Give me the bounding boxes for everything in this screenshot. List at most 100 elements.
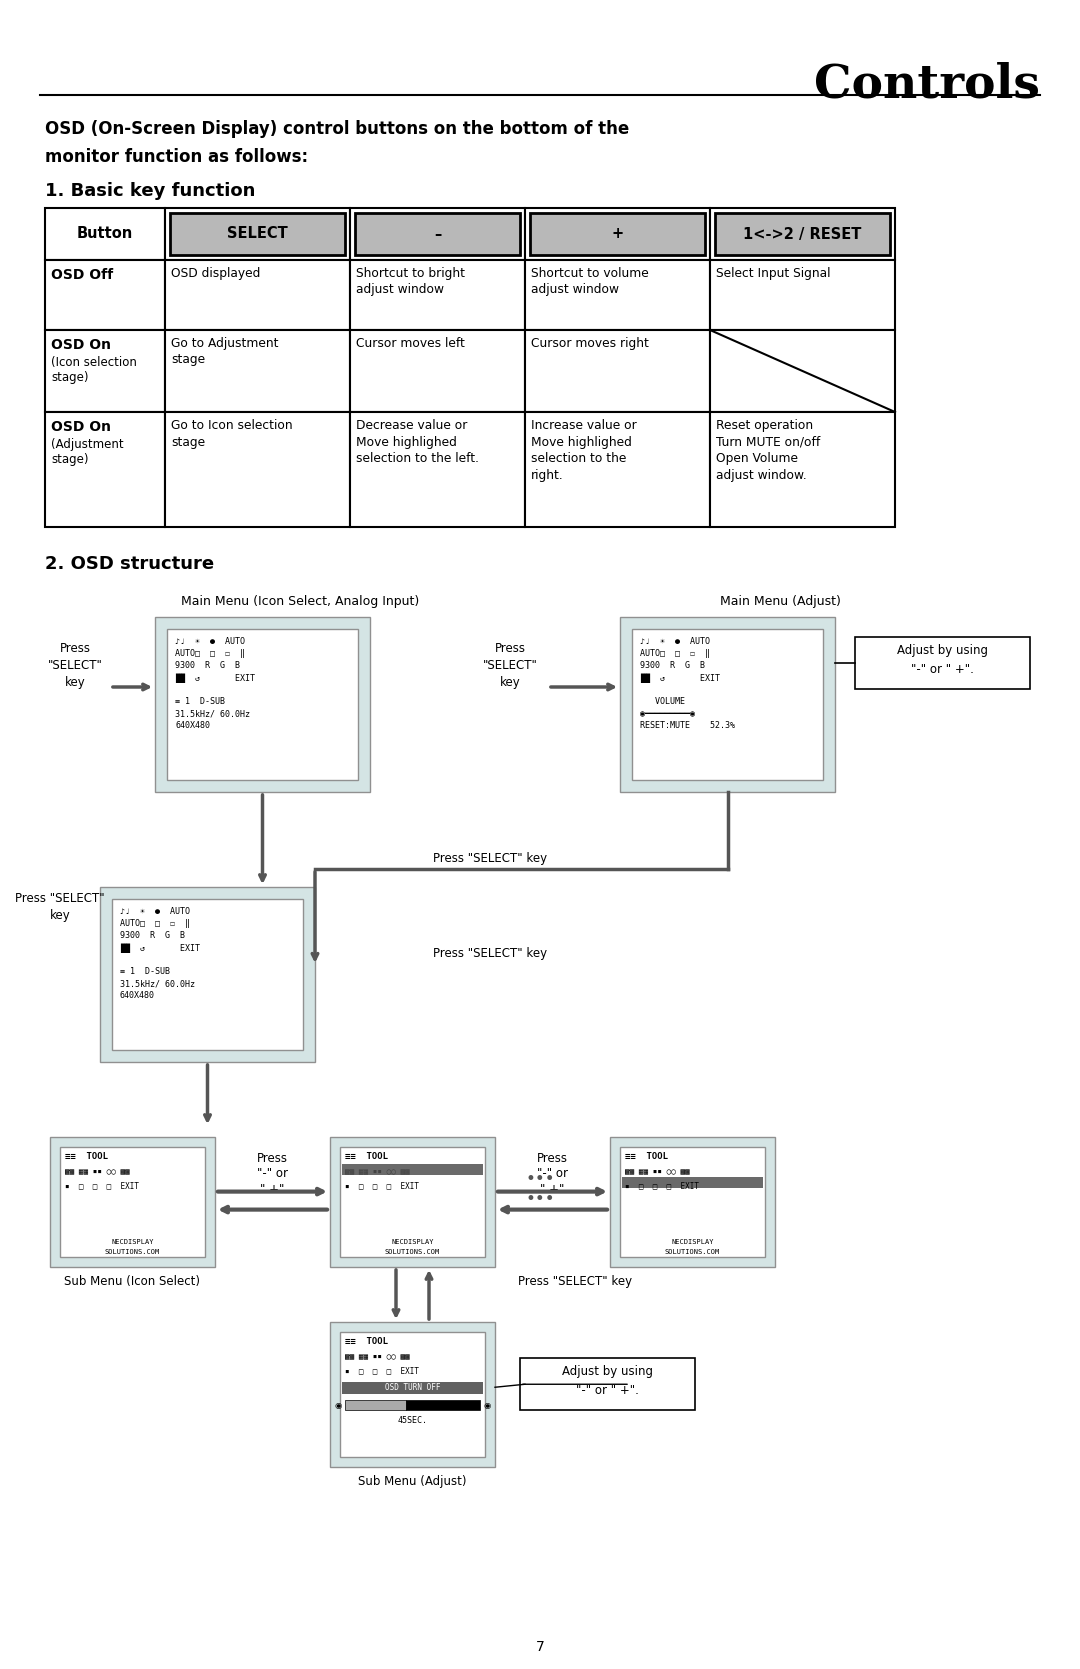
Bar <box>355 214 519 255</box>
Text: 31.5kHz/ 60.0Hz: 31.5kHz/ 60.0Hz <box>175 709 249 718</box>
Text: Adjust by using: Adjust by using <box>562 1365 653 1379</box>
Text: ♪♩  ☀  ●  AUTO: ♪♩ ☀ ● AUTO <box>640 638 710 646</box>
Bar <box>165 412 350 527</box>
Text: "SELECT": "SELECT" <box>48 659 103 673</box>
Bar <box>710 260 895 330</box>
Text: ▪  □  □  □  EXIT: ▪ □ □ □ EXIT <box>345 1182 419 1190</box>
Text: ≡≡  TOOL: ≡≡ TOOL <box>65 1152 108 1162</box>
Text: AUTO□  □  ☐  ‖: AUTO□ □ ☐ ‖ <box>175 649 245 658</box>
Bar <box>167 629 357 779</box>
Bar <box>330 1322 495 1467</box>
Text: ≡≡  TOOL: ≡≡ TOOL <box>345 1337 388 1345</box>
Bar <box>406 1400 480 1410</box>
Bar <box>525 209 710 260</box>
Bar <box>632 629 823 779</box>
Text: ▩▩ ▦▦ ▪▪ ○○ ▩▩: ▩▩ ▦▦ ▪▪ ○○ ▩▩ <box>345 1167 409 1177</box>
Text: Shortcut to volume
adjust window: Shortcut to volume adjust window <box>531 267 649 297</box>
Text: ▩▩ ▦▦ ▪▪ ○○ ▩▩: ▩▩ ▦▦ ▪▪ ○○ ▩▩ <box>345 1352 409 1360</box>
Text: ██  ↺       EXIT: ██ ↺ EXIT <box>175 673 255 683</box>
Text: ≡ 1  D-SUB: ≡ 1 D-SUB <box>175 698 225 706</box>
Text: OSD displayed: OSD displayed <box>171 267 260 280</box>
Text: Button: Button <box>77 227 133 242</box>
Text: Go to Icon selection
stage: Go to Icon selection stage <box>171 419 293 449</box>
Text: SOLUTIONS.COM: SOLUTIONS.COM <box>665 1248 720 1255</box>
Text: ▩▩ ▦▦ ▪▪ ○○ ▩▩: ▩▩ ▦▦ ▪▪ ○○ ▩▩ <box>625 1167 690 1177</box>
Text: ▪  □  □  □  EXIT: ▪ □ □ □ EXIT <box>345 1365 419 1375</box>
Text: ≡≡  TOOL: ≡≡ TOOL <box>345 1152 388 1162</box>
Text: Press: Press <box>495 643 526 654</box>
Text: "-" or: "-" or <box>537 1167 568 1180</box>
Text: ██  ↺       EXIT: ██ ↺ EXIT <box>640 673 720 683</box>
Text: Reset operation
Turn MUTE on/off
Open Volume
adjust window.: Reset operation Turn MUTE on/off Open Vo… <box>716 419 820 481</box>
Text: key: key <box>50 910 70 921</box>
Text: ██  ↺       EXIT: ██ ↺ EXIT <box>120 943 200 953</box>
Bar <box>525 260 710 330</box>
Text: Go to Adjustment
stage: Go to Adjustment stage <box>171 337 279 367</box>
Text: –: – <box>434 227 441 242</box>
Text: "-" or " +".: "-" or " +". <box>912 663 974 676</box>
Text: OSD Off: OSD Off <box>51 269 113 282</box>
Bar <box>345 1400 406 1410</box>
Bar <box>715 214 890 255</box>
Text: Press: Press <box>537 1152 568 1165</box>
Text: ◉: ◉ <box>335 1400 342 1410</box>
Text: "-" or: "-" or <box>257 1167 288 1180</box>
Bar <box>45 260 165 330</box>
Text: 9300  R  G  B: 9300 R G B <box>120 931 185 940</box>
Bar <box>330 1137 495 1267</box>
Text: Sub Menu (Adjust): Sub Menu (Adjust) <box>359 1475 467 1489</box>
Text: ◉━━━━━━━━━◉: ◉━━━━━━━━━◉ <box>640 709 696 718</box>
Text: OSD TURN OFF: OSD TURN OFF <box>384 1384 441 1392</box>
Text: 640X480: 640X480 <box>175 721 210 729</box>
Text: Main Menu (Icon Select, Analog Input): Main Menu (Icon Select, Analog Input) <box>180 596 419 608</box>
Bar <box>620 1147 765 1257</box>
Text: "SELECT": "SELECT" <box>483 659 538 673</box>
Text: Press "SELECT" key: Press "SELECT" key <box>433 851 548 865</box>
Text: 9300  R  G  B: 9300 R G B <box>175 661 240 669</box>
Text: (Icon selection
stage): (Icon selection stage) <box>51 355 137 384</box>
Bar <box>620 618 835 793</box>
Text: Cursor moves left: Cursor moves left <box>356 337 464 350</box>
Text: SOLUTIONS.COM: SOLUTIONS.COM <box>105 1248 160 1255</box>
Text: ▩▩ ▦▦ ▪▪ ○○ ▩▩: ▩▩ ▦▦ ▪▪ ○○ ▩▩ <box>65 1167 130 1177</box>
Bar <box>100 886 315 1061</box>
Text: RESET:MUTE    52.3%: RESET:MUTE 52.3% <box>640 721 735 729</box>
Text: ≡≡  TOOL: ≡≡ TOOL <box>625 1152 669 1162</box>
Text: 640X480: 640X480 <box>120 991 156 1000</box>
Bar <box>519 1359 696 1410</box>
Text: Main Menu (Adjust): Main Menu (Adjust) <box>719 596 840 608</box>
Bar <box>340 1147 485 1257</box>
Text: ◉: ◉ <box>483 1400 490 1410</box>
Text: 1<->2 / RESET: 1<->2 / RESET <box>743 227 862 242</box>
Text: 45SEC.: 45SEC. <box>397 1415 428 1425</box>
Text: NECDISPLAY: NECDISPLAY <box>111 1238 153 1245</box>
Text: OSD On: OSD On <box>51 421 111 434</box>
Bar <box>112 900 303 1050</box>
Bar <box>50 1137 215 1267</box>
Bar <box>525 330 710 412</box>
Bar <box>350 260 525 330</box>
Text: Sub Menu (Icon Select): Sub Menu (Icon Select) <box>65 1275 201 1288</box>
Text: key: key <box>500 676 521 689</box>
Bar <box>342 1163 483 1175</box>
Text: ♪♩  ☀  ●  AUTO: ♪♩ ☀ ● AUTO <box>175 638 245 646</box>
Text: ▪  □  □  □  EXIT: ▪ □ □ □ EXIT <box>625 1182 699 1190</box>
Text: Adjust by using: Adjust by using <box>897 644 988 658</box>
Text: SELECT: SELECT <box>227 227 288 242</box>
Text: " +": " +" <box>540 1183 565 1197</box>
Bar <box>622 1177 762 1188</box>
Text: 1. Basic key function: 1. Basic key function <box>45 182 255 200</box>
Text: NECDISPLAY: NECDISPLAY <box>672 1238 714 1245</box>
Bar <box>530 214 705 255</box>
Text: OSD (On-Screen Display) control buttons on the bottom of the: OSD (On-Screen Display) control buttons … <box>45 120 630 139</box>
Bar <box>340 1332 485 1457</box>
Text: "-" or " +".: "-" or " +". <box>576 1384 639 1397</box>
Text: OSD On: OSD On <box>51 339 111 352</box>
Text: •••: ••• <box>525 1190 555 1208</box>
Text: " +": " +" <box>260 1183 285 1197</box>
Bar <box>165 330 350 412</box>
Text: AUTO□  □  ☐  ‖: AUTO□ □ ☐ ‖ <box>120 920 190 928</box>
Text: AUTO□  □  ☐  ‖: AUTO□ □ ☐ ‖ <box>640 649 710 658</box>
Text: VOLUME: VOLUME <box>640 698 685 706</box>
Bar <box>45 330 165 412</box>
